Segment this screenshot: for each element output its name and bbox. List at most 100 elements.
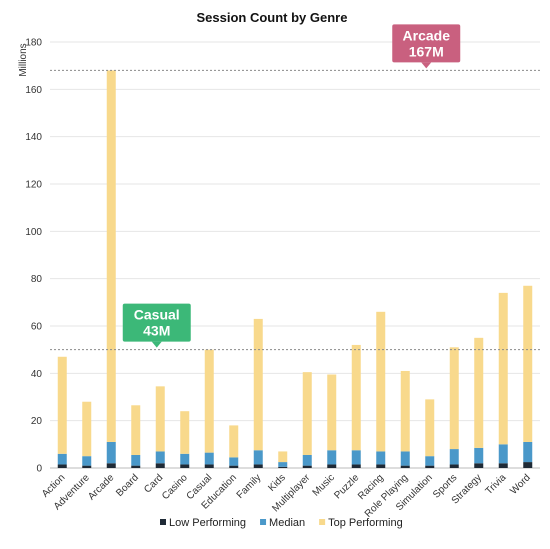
- x-tick-label: Family: [235, 472, 264, 501]
- bar-segment: [523, 441, 533, 463]
- bar-segment: [82, 465, 92, 468]
- y-tick-label: 120: [25, 180, 42, 191]
- bar-segment: [253, 318, 263, 451]
- bar-segment: [229, 425, 239, 458]
- legend: Low Performing Median Top Performing: [160, 517, 403, 529]
- callout-box: [392, 24, 461, 63]
- bar-segment: [498, 463, 508, 468]
- x-tick-label: Trivia: [484, 472, 509, 497]
- x-tick-label: Kids: [266, 472, 288, 494]
- bar-segment: [376, 451, 386, 465]
- bar-segment: [400, 465, 410, 468]
- bar-segment: [425, 399, 435, 457]
- y-tick-label: 180: [25, 38, 42, 49]
- bar-segment: [57, 356, 67, 454]
- legend-label: Top Performing: [328, 517, 403, 529]
- bar-segment: [400, 451, 410, 466]
- bar-segment: [449, 347, 459, 450]
- bar-segment: [131, 465, 141, 468]
- bar-segment: [155, 451, 165, 464]
- bar-segment: [106, 463, 116, 468]
- bar-segment: [449, 449, 459, 465]
- x-tick-label: Casino: [160, 472, 190, 502]
- bar-segment: [327, 374, 337, 451]
- bar-segment: [498, 444, 508, 464]
- bar-segment: [474, 337, 484, 448]
- bar-segment: [351, 450, 361, 465]
- y-tick-label: 160: [25, 85, 42, 96]
- bar-segment: [204, 349, 214, 453]
- grid-lines: [50, 41, 540, 469]
- bar-segment: [57, 453, 67, 465]
- bar-segment: [278, 466, 288, 468]
- bar-segment: [229, 457, 239, 466]
- bar-segment: [106, 70, 116, 442]
- y-tick-label: 20: [31, 416, 43, 427]
- y-tick-label: 80: [31, 274, 43, 285]
- bar-segment: [155, 463, 165, 468]
- bar-segment: [400, 370, 410, 452]
- x-tick-label: Board: [114, 472, 141, 499]
- bars: [57, 70, 533, 468]
- bar-segment: [229, 465, 239, 468]
- bar-segment: [425, 465, 435, 468]
- bar-segment: [253, 464, 263, 468]
- bar-segment: [302, 465, 312, 468]
- x-tick-label: Arcade: [86, 472, 116, 502]
- bar-segment: [376, 464, 386, 468]
- bar-segment: [327, 450, 337, 465]
- bar-segment: [131, 405, 141, 455]
- y-tick-label: 140: [25, 132, 42, 143]
- bar-segment: [278, 451, 288, 463]
- bar-segment: [82, 401, 92, 457]
- legend-swatch: [160, 519, 166, 525]
- callout-value: 167M: [409, 43, 444, 59]
- legend-swatch: [260, 519, 267, 525]
- bar-segment: [302, 372, 312, 455]
- callout-value: 43M: [143, 323, 170, 339]
- bar-segment: [253, 450, 263, 465]
- bar-segment: [351, 464, 361, 468]
- bar-segment: [57, 464, 67, 468]
- bar-segment: [523, 285, 533, 442]
- callout-pointer: [151, 341, 162, 348]
- y-axis-label: Millions: [18, 43, 29, 76]
- y-tick-label: 40: [31, 369, 43, 380]
- legend-label: Low Performing: [169, 517, 246, 529]
- bar-segment: [425, 456, 435, 466]
- callout-label: Arcade: [403, 27, 451, 43]
- legend-swatch: [319, 519, 326, 525]
- bar-segment: [498, 292, 508, 445]
- bar-segment: [351, 344, 361, 451]
- bar-segment: [106, 441, 116, 464]
- bar-segment: [449, 464, 459, 468]
- bar-segment: [327, 464, 337, 468]
- bar-segment: [302, 454, 312, 466]
- callout-box: [122, 303, 191, 342]
- bar-segment: [474, 463, 484, 468]
- chart-title: Session Count by Genre: [197, 10, 348, 25]
- callout-pointer: [421, 62, 432, 69]
- y-tick-label: 60: [31, 322, 43, 333]
- bar-segment: [180, 464, 190, 468]
- bar-segment: [131, 454, 141, 466]
- bar-segment: [204, 464, 214, 468]
- x-tick-label: Word: [508, 472, 533, 497]
- bar-segment: [523, 462, 533, 468]
- bar-segment: [204, 452, 214, 465]
- bar-segment: [180, 411, 190, 454]
- y-axis-ticks: 0 20 40 60 80 100 120 140 160 180: [25, 38, 42, 475]
- bar-segment: [278, 462, 288, 467]
- bar-segment: [376, 311, 386, 452]
- bar-segment: [180, 453, 190, 465]
- callout-label: Casual: [134, 307, 180, 323]
- bar-segment: [82, 456, 92, 466]
- bar-segment: [155, 386, 165, 452]
- y-tick-label: 100: [25, 227, 42, 238]
- y-tick-label: 0: [36, 464, 42, 475]
- legend-label: Median: [269, 517, 305, 529]
